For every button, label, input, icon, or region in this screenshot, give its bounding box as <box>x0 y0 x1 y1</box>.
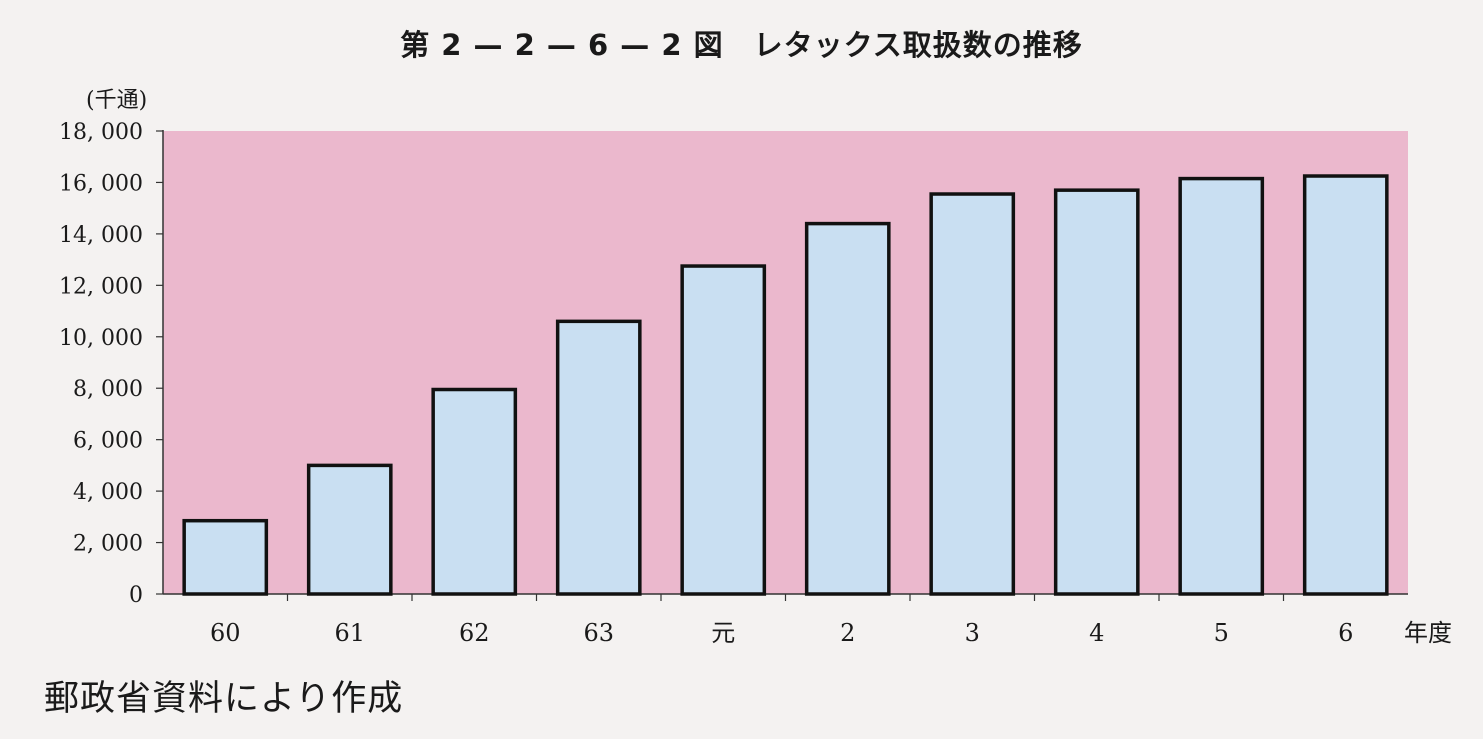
x-tick-label: 60 <box>210 619 241 647</box>
x-tick-label: 61 <box>334 619 365 647</box>
x-tick-label: 4 <box>1089 619 1104 647</box>
y-tick-label: 18, 000 <box>59 120 143 145</box>
bar-8 <box>1178 176 1265 596</box>
x-tick-label: 5 <box>1214 619 1229 647</box>
y-tick-label: 4, 000 <box>73 480 143 505</box>
y-tick-label: 8, 000 <box>73 377 143 402</box>
x-tick-label: 6 <box>1338 619 1353 647</box>
x-tick-label: 3 <box>965 619 980 647</box>
x-tick-label: 62 <box>459 619 490 647</box>
bar-2 <box>431 387 518 596</box>
x-tick-label: 63 <box>583 619 614 647</box>
bar-1 <box>306 463 393 596</box>
y-tick-label: 14, 000 <box>59 223 143 248</box>
y-tick-label: 12, 000 <box>59 274 143 299</box>
bar-5 <box>804 221 891 596</box>
y-tick-label: 2, 000 <box>73 532 143 557</box>
bar-7 <box>1053 188 1140 596</box>
x-tick-label: 元 <box>711 619 735 647</box>
y-tick-label: 10, 000 <box>59 326 143 351</box>
x-tick-label: 2 <box>840 619 855 647</box>
bar-3 <box>555 319 642 596</box>
bar-4 <box>680 264 767 596</box>
x-axis-label: 年度 <box>1404 619 1452 647</box>
y-axis-label: (千通) <box>86 88 147 113</box>
bar-0 <box>182 518 269 596</box>
y-tick-label: 6, 000 <box>73 429 143 454</box>
source-note: 郵政省資料により作成 <box>44 679 404 719</box>
y-tick-label: 0 <box>129 583 143 608</box>
chart-title: 第 2 — 2 — 6 — 2 図 レタックス取扱数の推移 <box>400 28 1083 62</box>
y-tick-label: 16, 000 <box>59 171 143 196</box>
bar-6 <box>929 192 1016 596</box>
bar-9 <box>1302 174 1389 596</box>
